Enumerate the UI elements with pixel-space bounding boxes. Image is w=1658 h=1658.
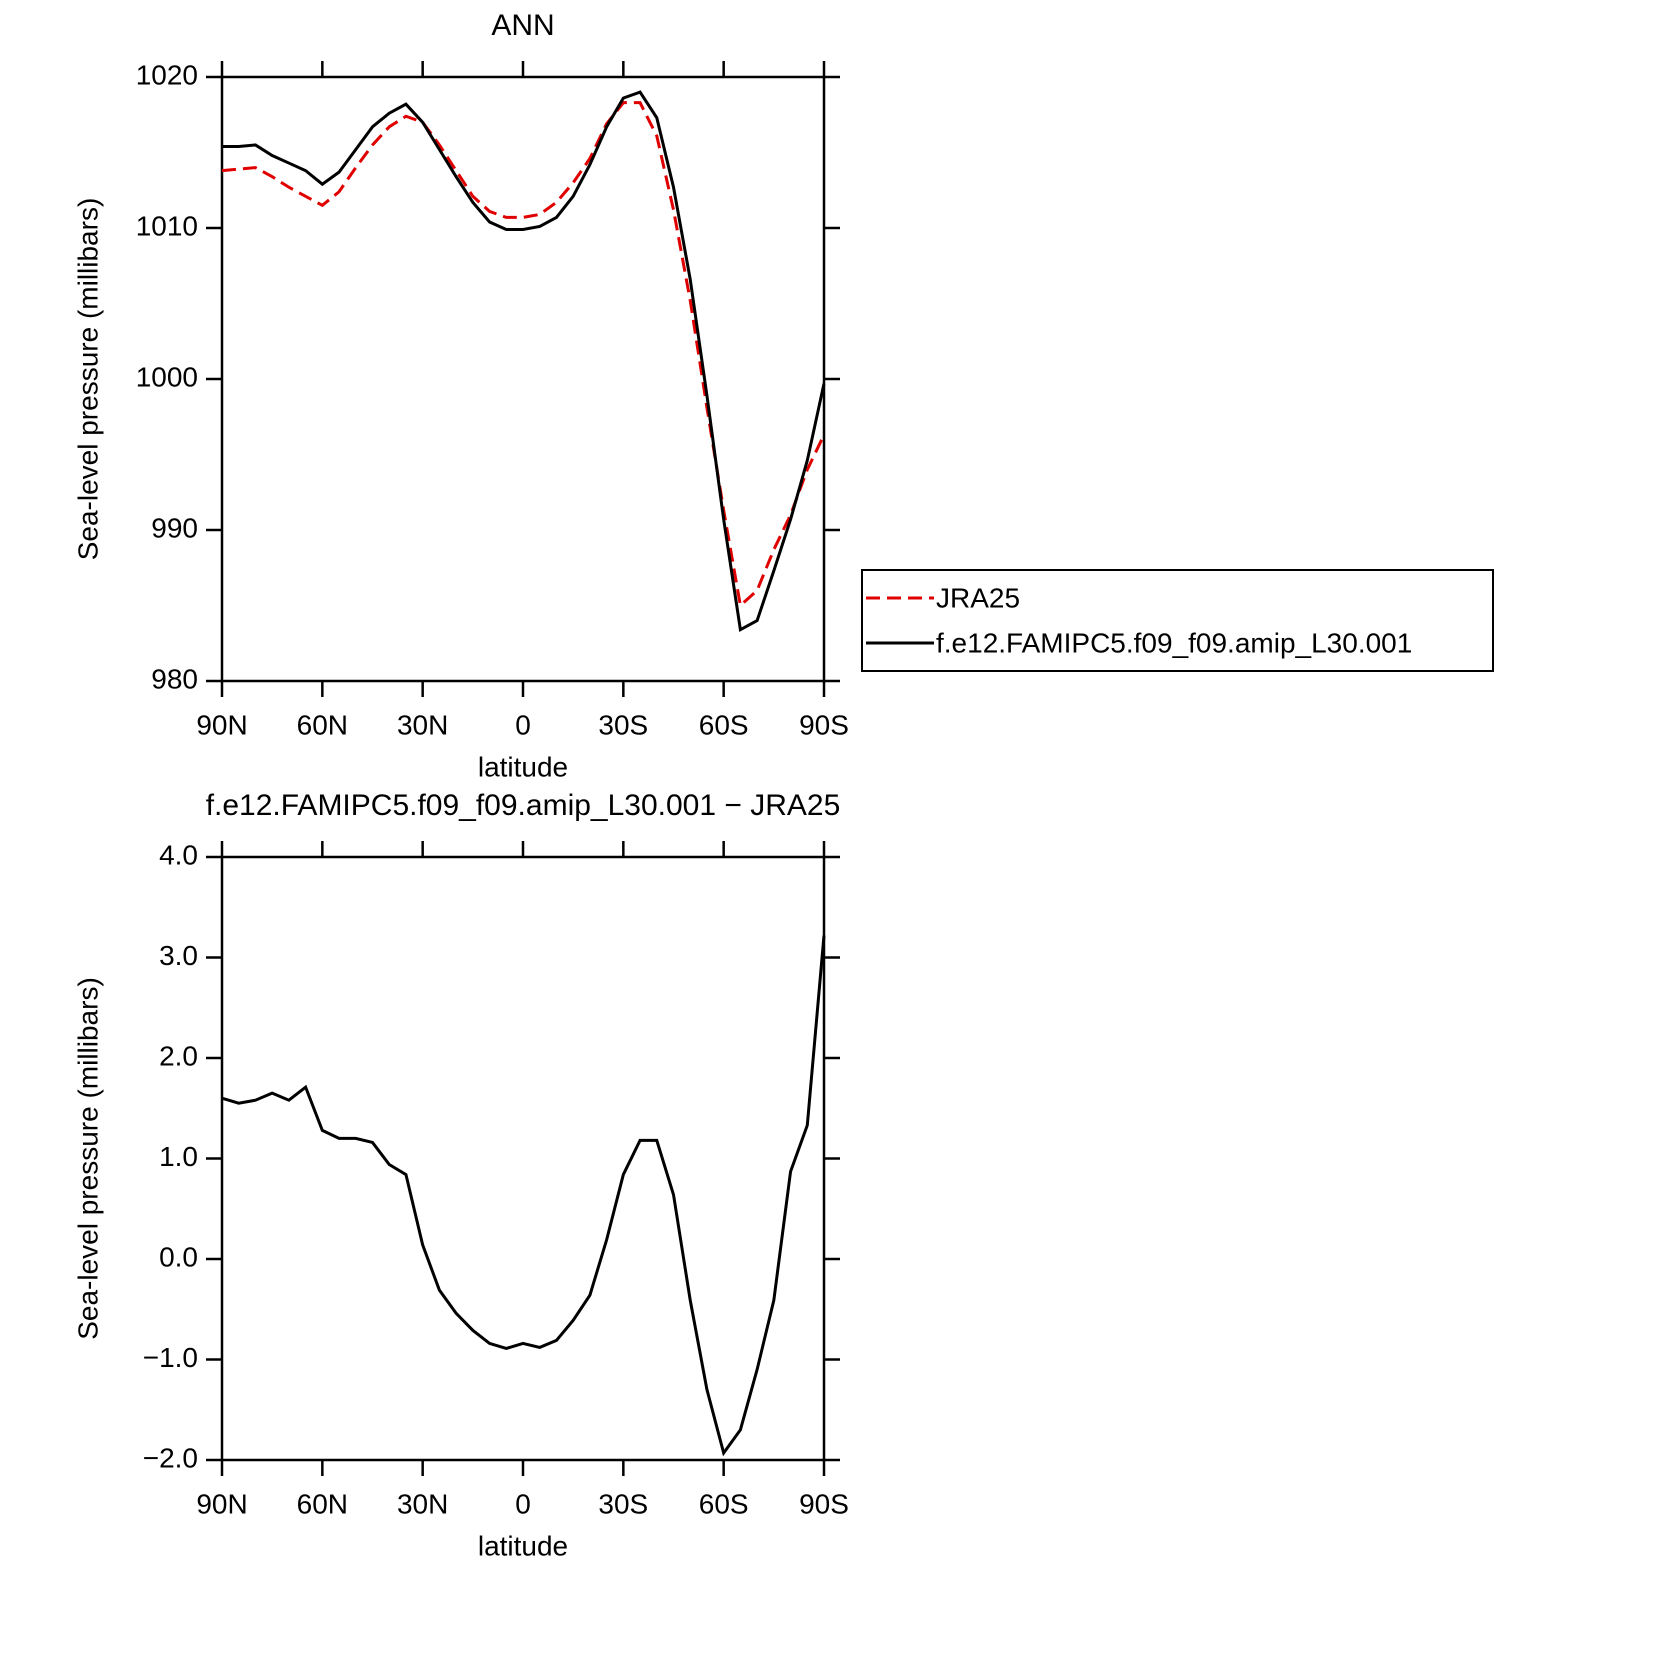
- chart-title: f.e12.FAMIPC5.f09_f09.amip_L30.001 − JRA…: [206, 789, 841, 822]
- x-tick-label: 90N: [196, 1488, 247, 1519]
- x-tick-label: 90S: [799, 1488, 849, 1519]
- x-tick-label: 60S: [699, 709, 749, 740]
- y-tick-label: 990: [151, 512, 198, 543]
- x-tick-label: 90N: [196, 709, 247, 740]
- plot-frame: [220, 855, 826, 1462]
- y-tick-label: 1000: [136, 361, 198, 392]
- y-tick-label: 2.0: [159, 1040, 198, 1071]
- series-line: [221, 101, 826, 609]
- series-line: [222, 90, 826, 632]
- y-axis-label: Sea-level pressure (millibars): [72, 977, 103, 1340]
- x-axis-label: latitude: [478, 751, 568, 782]
- x-tick-label: 30N: [397, 709, 448, 740]
- y-tick-label: 980: [151, 663, 198, 694]
- legend-box: [861, 569, 1494, 672]
- series-line: [221, 935, 826, 1457]
- x-tick-label: 60N: [297, 709, 348, 740]
- legend-label: JRA25: [936, 582, 1020, 613]
- plot-frame: [220, 75, 826, 683]
- y-tick-label: −2.0: [143, 1442, 198, 1473]
- chart-title: ANN: [491, 9, 554, 42]
- x-tick-label: 60S: [699, 1488, 749, 1519]
- y-tick-label: 1020: [136, 59, 198, 90]
- x-axis-label: latitude: [478, 1530, 568, 1561]
- x-tick-label: 0: [515, 709, 531, 740]
- y-tick-label: 1010: [136, 210, 198, 241]
- x-tick-label: 30S: [598, 709, 648, 740]
- x-tick-label: 30S: [598, 1488, 648, 1519]
- y-tick-label: 4.0: [159, 839, 198, 870]
- y-tick-label: 1.0: [159, 1141, 198, 1172]
- y-axis-label: Sea-level pressure (millibars): [72, 198, 103, 561]
- legend-label: f.e12.FAMIPC5.f09_f09.amip_L30.001: [936, 627, 1412, 658]
- x-tick-label: 30N: [397, 1488, 448, 1519]
- x-tick-label: 0: [515, 1488, 531, 1519]
- y-tick-label: −1.0: [143, 1342, 198, 1373]
- y-tick-label: 0.0: [159, 1241, 198, 1272]
- y-tick-label: 3.0: [159, 940, 198, 971]
- x-tick-label: 60N: [297, 1488, 348, 1519]
- x-tick-label: 90S: [799, 709, 849, 740]
